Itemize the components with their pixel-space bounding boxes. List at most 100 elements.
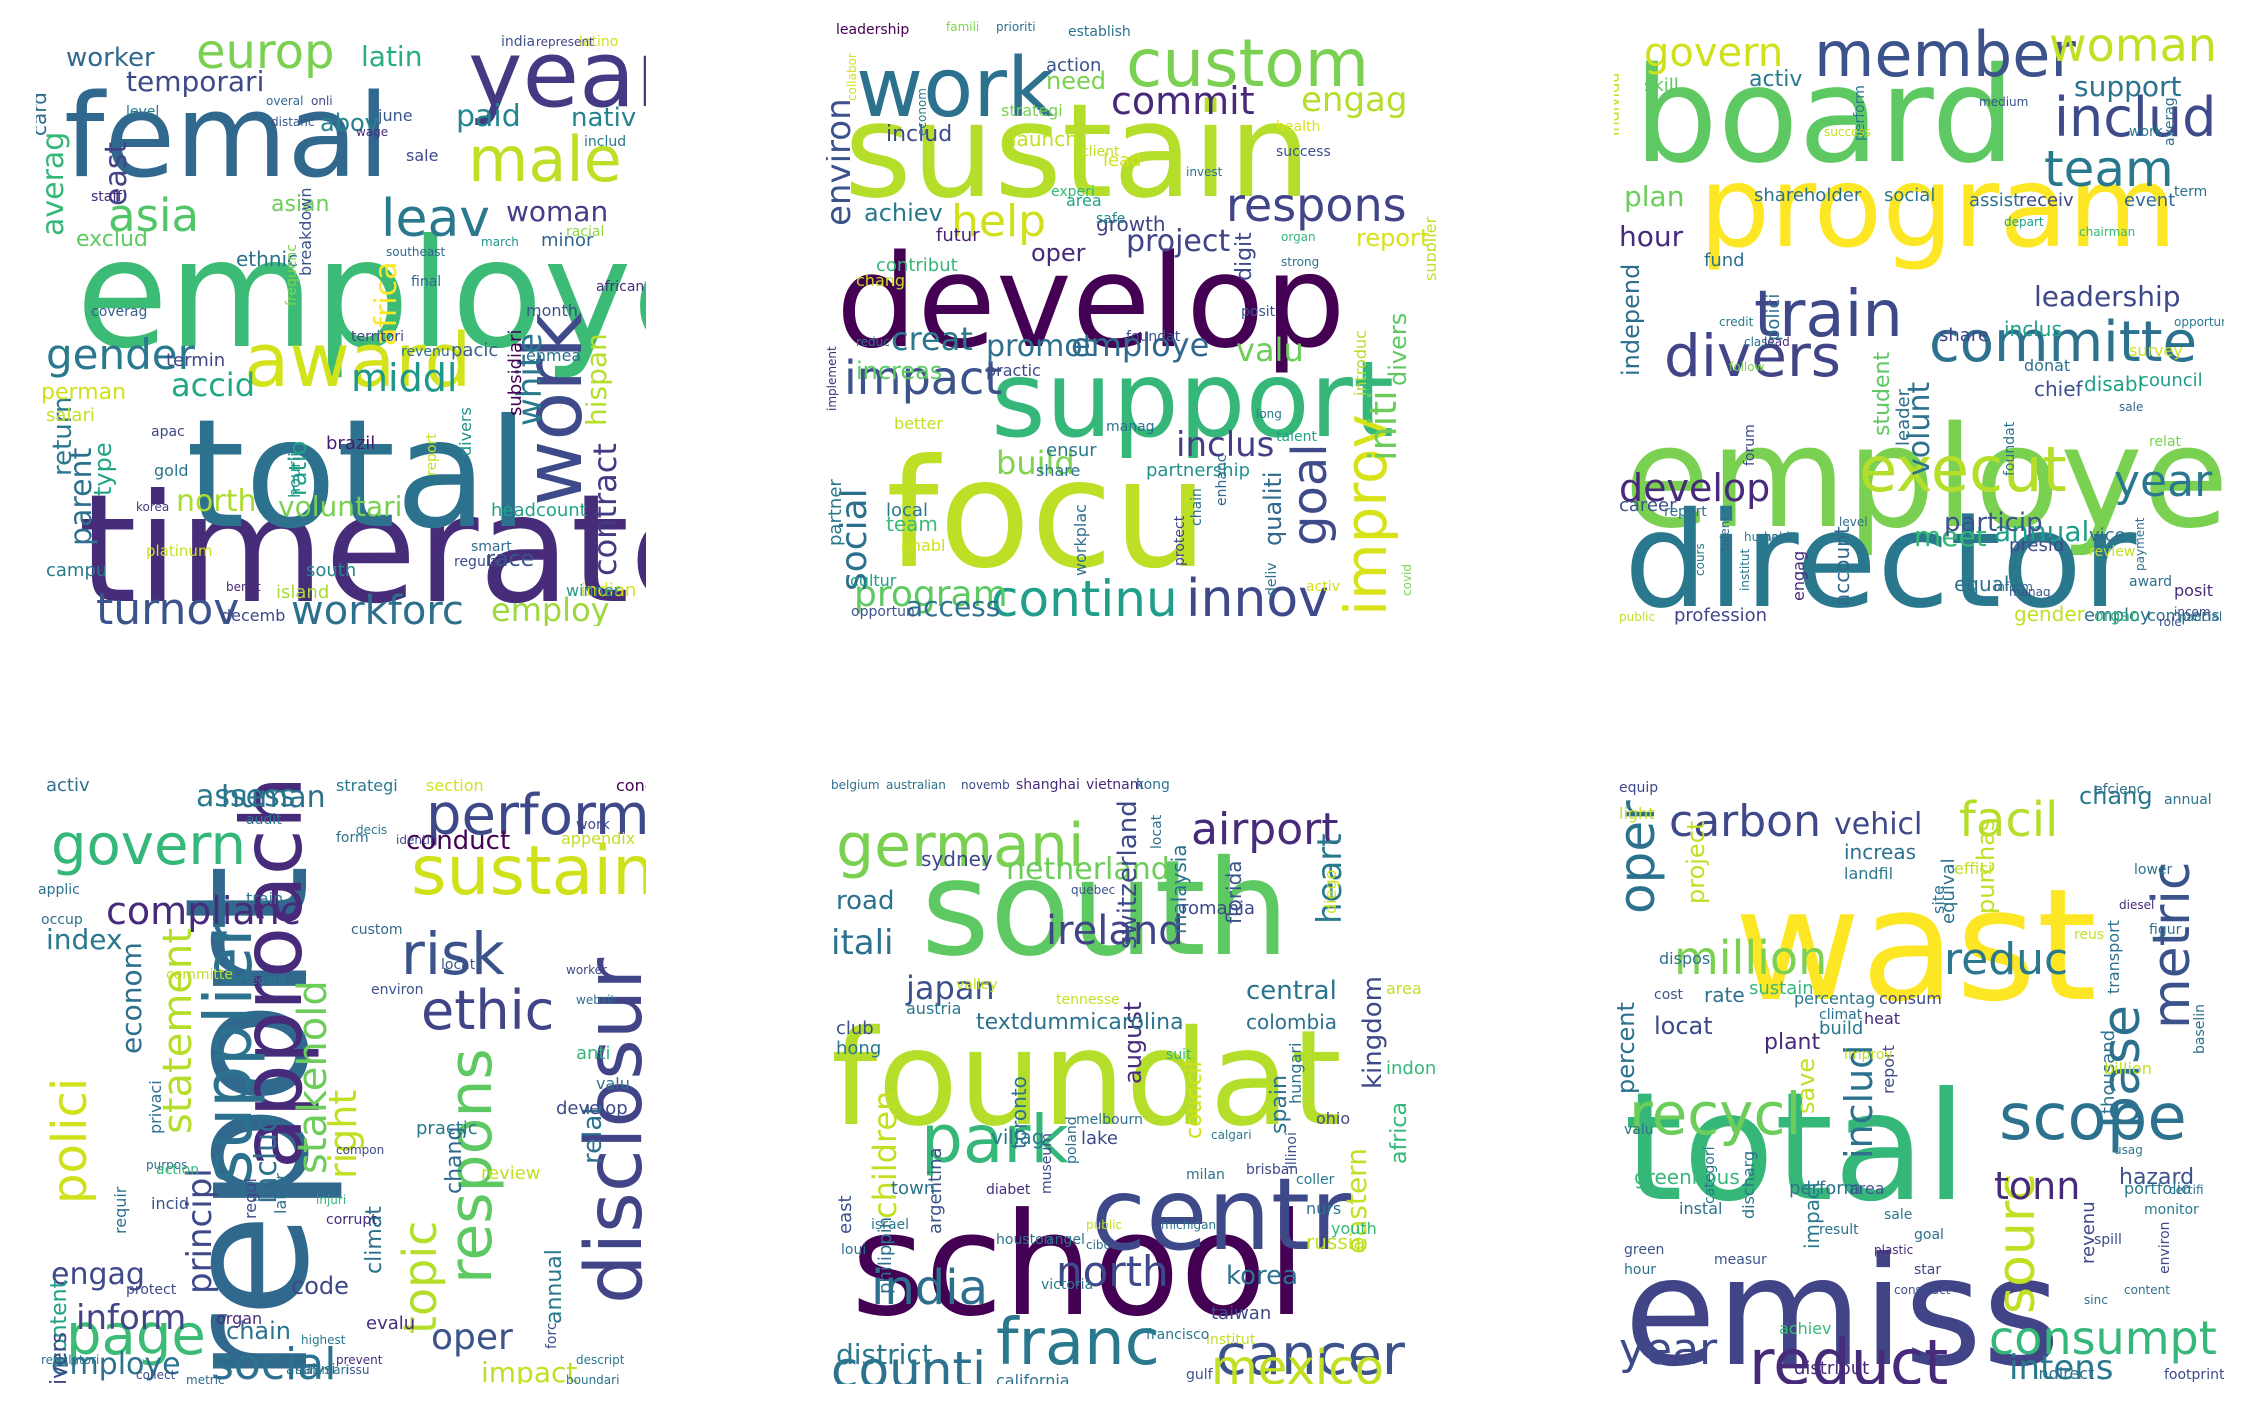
cloud-6-word: build — [1819, 1018, 1863, 1039]
cloud-2-word: futur — [936, 225, 980, 246]
cloud-2-word: local — [886, 500, 928, 521]
cloud-4-word: develop — [556, 1098, 628, 1119]
cloud-3-word: class — [1744, 335, 1774, 349]
cloud-5-word: diabet — [986, 1182, 1031, 1198]
cloud-4-word: audit — [246, 812, 282, 828]
cloud-3-word: award — [2129, 574, 2172, 590]
cloud-3-word: year — [2114, 456, 2213, 507]
cloud-4-word: strategi — [336, 776, 398, 795]
cloud-1-word: salari — [46, 405, 95, 426]
cloud-3-word: presid — [2009, 535, 2064, 556]
cloud-5-word: youth — [1331, 1219, 1377, 1238]
cloud-3-word: divers — [1664, 322, 1841, 390]
cloud-3-word: success — [1824, 125, 1871, 139]
cloud-1-word: subsidiari — [505, 330, 526, 416]
cloud-5-word: philippin — [875, 1217, 896, 1294]
cloud-6-word: reduc — [1944, 934, 2068, 985]
cloud-6-word: includ — [1837, 1045, 1881, 1159]
cloud-5-word: angel — [1046, 1232, 1085, 1248]
cloud-3-word: talent — [1718, 516, 1732, 551]
cloud-6-word: rate — [1704, 983, 1745, 1007]
cloud-4-word: conduct — [406, 826, 510, 856]
cloud-5-word: ohio — [1316, 1109, 1350, 1128]
cloud-6-word: climat — [1819, 1007, 1863, 1023]
cloud-4-word: disclosur — [570, 957, 646, 1304]
cloud-1-word: return — [48, 397, 78, 477]
cloud-3-word: polici — [1763, 294, 1784, 341]
cloud-6-word: efcienc — [2094, 782, 2144, 798]
cloud-1-word: india — [501, 34, 535, 50]
cloud-4-word: train — [246, 889, 283, 908]
cloud-6-word: hour — [1624, 1262, 1656, 1278]
cloud-4-word: identifi — [396, 833, 438, 847]
cloud-1-word: coverag — [91, 304, 147, 320]
cloud-1-word: east — [99, 142, 134, 206]
cloud-6-word: annual — [2164, 792, 2212, 808]
cloud-4-word: supplier — [190, 919, 267, 1184]
cloud-4-word: content — [47, 1279, 72, 1364]
cloud-1-word: work — [507, 312, 600, 506]
cloud-4-word: collect — [136, 1368, 176, 1382]
cloud-6-word: project — [1682, 821, 1710, 904]
cloud-5-word: romania — [1181, 898, 1255, 919]
cloud-4-word: complianc — [106, 889, 301, 933]
cloud-4-word: valu — [596, 1074, 630, 1093]
cloud-5-word: colombia — [1246, 1010, 1337, 1034]
cloud-2-word: posit — [1241, 304, 1276, 320]
cloud-2-word: innov — [1186, 569, 1329, 626]
cloud-5-word: ireland — [1046, 908, 1184, 954]
cloud-1-word: decemb — [221, 606, 285, 625]
cloud-1-word: termin — [166, 350, 225, 371]
cloud-5-word: lake — [1081, 1128, 1118, 1149]
cloud-3-word: meet — [1914, 520, 1987, 553]
cloud-2-word: introduc — [1351, 330, 1370, 396]
cloud-5-word: diego — [1321, 870, 1340, 914]
cloud-6-word: measur — [1714, 1252, 1767, 1268]
cloud-1-word: wage — [356, 125, 388, 139]
cloud-6-word: intens — [2009, 1348, 2114, 1384]
cloud-6-word: consumpt — [1989, 1311, 2217, 1365]
cloud-3-word: vice — [2089, 525, 2126, 546]
cloud-5-word: brisban — [1246, 1162, 1298, 1178]
cloud-1-word: averag — [36, 132, 71, 236]
cloud-3-word: includ — [2054, 86, 2216, 149]
cloud-1-word: territori — [351, 329, 404, 345]
cloud-3-word: manag — [2009, 585, 2051, 599]
cloud-3-word: activ — [1749, 67, 1802, 92]
cloud-5-word: poland — [1064, 1116, 1080, 1164]
cloud-2-word: enhanc — [1214, 454, 1230, 506]
cloud-1-word: north — [176, 484, 256, 519]
cloud-4-word: regulatori — [41, 1353, 99, 1367]
cloud-6-word: site — [1929, 885, 1948, 914]
cloud-1-word: asia — [108, 189, 199, 242]
cloud-2-word: initi — [1361, 390, 1405, 461]
cloud-2-word: leadership — [836, 22, 909, 38]
cloud-4-word: index — [46, 923, 123, 956]
cloud-4-word: protect — [126, 1282, 177, 1298]
cloud-2-word: continu — [991, 570, 1178, 626]
cloud-1-word: march — [481, 235, 519, 249]
cloud-4-word: section — [426, 776, 484, 795]
cloud-3-word: lead — [1764, 335, 1790, 349]
cloud-1-word: hourli — [285, 452, 304, 498]
cloud-6-word: usag — [2114, 1143, 2143, 1157]
cloud-3-word: credit — [1719, 315, 1754, 329]
cloud-5-word: spain — [1267, 1075, 1292, 1134]
cloud-3-word: fund — [1704, 250, 1745, 271]
cloud-5-word: california — [996, 1371, 1070, 1384]
cloud-6-word: goal — [1914, 1227, 1944, 1243]
cloud-6-word: area — [1849, 1179, 1885, 1198]
cloud-4-word: assess — [196, 779, 295, 814]
cloud-5-word: belgium — [831, 778, 880, 792]
cloud-3-word: team — [2044, 140, 2174, 198]
cloud-6-word: equival — [1938, 858, 1959, 924]
cloud-2-word: foundat — [1126, 329, 1181, 345]
cloud-4-word: worker — [566, 963, 607, 977]
cloud-5-word: counti — [831, 1341, 986, 1384]
cloud-4-word: prevent — [336, 1353, 383, 1367]
cloud-3-word: leadership — [2034, 280, 2181, 313]
cloud-5-word: textdummicarolina — [976, 1010, 1184, 1035]
cloud-1-word: island — [276, 582, 329, 603]
cloud-5-word: district — [836, 1338, 933, 1371]
cloud-1-word: contract — [586, 443, 624, 576]
